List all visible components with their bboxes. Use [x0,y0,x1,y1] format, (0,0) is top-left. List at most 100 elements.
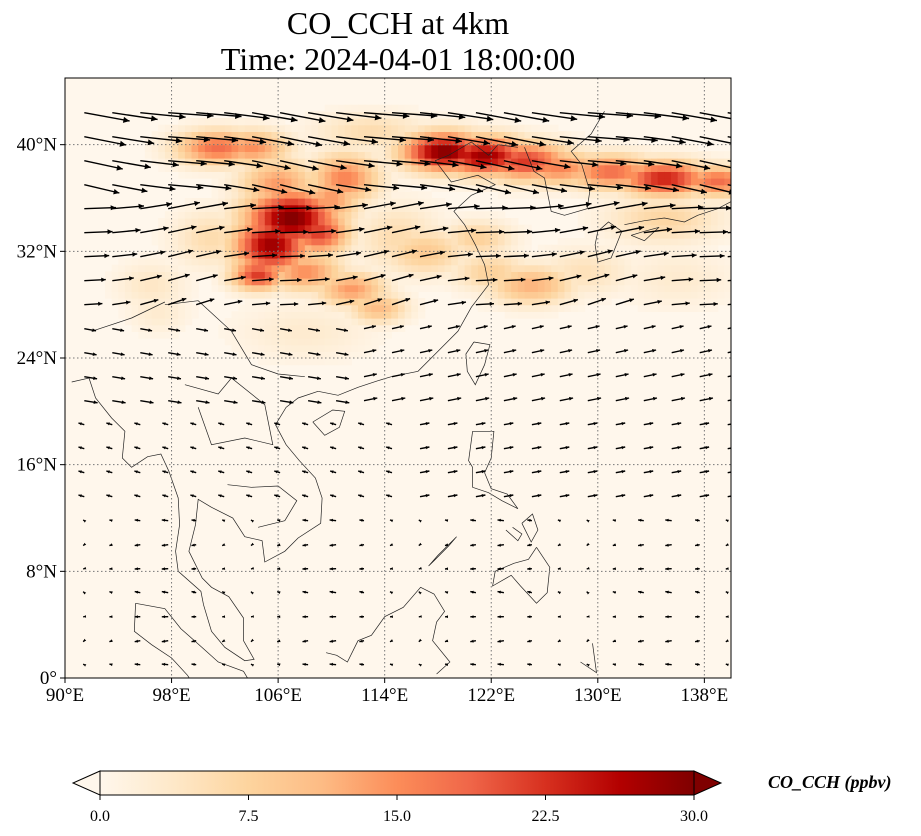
wind-vector [250,542,255,547]
heat-cell [457,264,466,272]
heat-cell [624,224,632,232]
heat-cell [411,144,419,152]
wind-vector [419,470,430,474]
heat-cell [624,178,632,186]
heat-cell [551,178,559,186]
heat-cell [597,271,606,279]
wind-vector [727,184,731,187]
heat-cell [138,304,146,312]
heat-cell [364,258,372,266]
heat-cell [304,224,313,232]
heat-cell [438,144,446,152]
wind-vector [727,423,731,426]
heat-cell [324,344,332,352]
heat-cell [637,158,646,166]
heat-cell [551,271,559,279]
heat-cell [278,144,286,152]
heat-cell [184,318,193,326]
heat-cell [418,218,426,226]
heat-cell [138,331,146,339]
heat-cell [657,231,665,239]
wind-vector [335,299,355,306]
heat-cell [251,144,259,152]
wind-vector [389,590,394,595]
heat-cell [284,331,293,339]
wind-vector [161,662,169,666]
heat-cell [158,131,166,139]
heat-cell [251,284,259,292]
heat-cell [684,198,692,206]
heat-cell [717,258,725,266]
wind-vector [503,470,514,474]
heat-cell [204,218,213,226]
heat-cell [384,318,392,326]
heat-cell [438,124,446,132]
heat-cell [557,151,566,159]
heat-cell [398,278,406,286]
heat-cell [344,264,352,272]
wind-vector [615,349,629,354]
heat-cell [364,344,372,352]
heat-cell [244,218,253,226]
heat-cell [364,111,372,119]
heat-cell [624,144,632,152]
colorbar-tick-label: 7.5 [239,808,259,825]
heat-cell [184,278,193,286]
heat-cell [384,138,392,146]
heat-cell [517,138,526,146]
heat-cell [244,351,253,359]
heat-cell [244,124,253,132]
heat-cell [511,131,519,139]
heat-cell [131,271,139,279]
heat-cell [271,284,279,292]
heat-cell [511,144,519,152]
heat-cell [711,164,719,172]
heat-cell [411,258,419,266]
heat-cell [211,118,219,126]
heat-cell [311,331,319,339]
heat-cell [178,131,186,139]
y-tick-label: 16°N [17,455,58,476]
coastline [227,484,298,528]
wind-vector [252,204,284,210]
wind-vector [307,400,322,404]
heat-cell [671,164,679,172]
heat-cell [664,304,672,312]
heat-cell [637,184,646,192]
heat-cell [664,298,672,306]
heat-cell [584,191,592,199]
heat-cell [411,291,419,299]
heat-cell [404,298,412,306]
heat-cell [684,238,692,246]
heat-cell [331,244,339,252]
heat-cell [457,164,466,172]
wind-vector [161,615,169,619]
heat-cell [271,278,279,286]
wind-vector [615,249,641,258]
heat-cell [284,151,293,159]
heat-cell [291,138,299,146]
wind-vector [665,590,672,594]
heat-cell [178,271,186,279]
heat-cell [611,204,619,212]
heat-cell [318,231,326,239]
wind-vector [301,446,309,450]
heat-cell [631,278,639,286]
heat-cell [577,191,586,199]
heat-cell [711,304,719,312]
heat-cell [191,264,199,272]
heat-cell [657,184,665,192]
heat-cell [171,278,179,286]
heat-cell [271,331,279,339]
heat-cell [451,251,459,259]
heat-cell [338,351,346,359]
y-tick-label: 8°N [26,561,57,582]
heat-cell [364,144,372,152]
heat-cell [244,158,253,166]
heat-cell [358,191,366,199]
heat-cell [371,211,379,219]
heat-cell [577,151,586,159]
heat-cell [384,171,392,179]
heat-cell [251,344,259,352]
wind-vector [475,253,501,259]
